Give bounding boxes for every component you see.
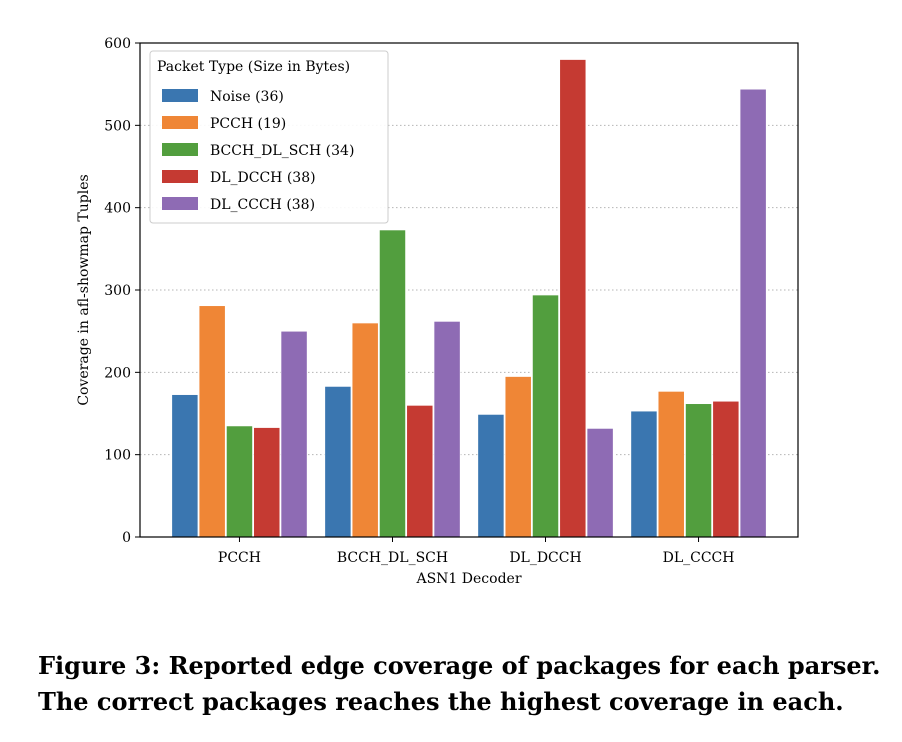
y-tick-label: 500 bbox=[104, 118, 131, 134]
bar-dl-dcch-series-2 bbox=[531, 294, 560, 538]
bar-dl-dcch-series-0 bbox=[477, 413, 505, 538]
legend: Packet Type (Size in Bytes) Noise (36) PC… bbox=[149, 50, 389, 224]
figure-caption: Figure 3: Reported edge coverage of pack… bbox=[38, 648, 888, 720]
legend-entry: DL_CCCH (38) bbox=[210, 197, 315, 213]
bar-dl-ccch-series-3 bbox=[712, 400, 740, 538]
y-tick-label: 400 bbox=[104, 201, 131, 217]
bar-pcch-series-3 bbox=[253, 427, 281, 538]
bars bbox=[171, 59, 767, 538]
caption-line-1: Figure 3: Reported edge coverage of pack… bbox=[38, 651, 881, 680]
bar-dl-dcch-series-3 bbox=[559, 59, 587, 538]
bar-pcch-series-1 bbox=[198, 305, 226, 538]
y-tick-label: 100 bbox=[104, 448, 131, 464]
legend-swatch bbox=[162, 197, 198, 210]
legend-entry: BCCH_DL_SCH (34) bbox=[210, 143, 354, 159]
bar-pcch-series-2 bbox=[225, 425, 254, 538]
bar-dl-dcch-series-4 bbox=[586, 427, 614, 538]
legend-entry: PCCH (19) bbox=[210, 116, 286, 132]
caption-line-2: The correct packages reaches the highest… bbox=[38, 687, 844, 716]
x-tick-label: DL_CCCH bbox=[663, 550, 735, 566]
bar-bcch-dl-sch-series-4 bbox=[433, 320, 461, 538]
x-axis-label: ASN1 Decoder bbox=[415, 571, 521, 587]
bar-dl-ccch-series-4 bbox=[739, 88, 767, 538]
bar-bcch-dl-sch-series-3 bbox=[406, 404, 434, 538]
bar-dl-ccch-series-0 bbox=[630, 410, 658, 538]
legend-swatch bbox=[162, 170, 198, 183]
bar-pcch-series-4 bbox=[280, 330, 308, 538]
legend-entry: Noise (36) bbox=[210, 89, 284, 105]
x-tick-label: DL_DCCH bbox=[509, 550, 581, 566]
bar-dl-ccch-series-1 bbox=[657, 390, 685, 538]
legend-box bbox=[149, 50, 389, 224]
bar-pcch-series-0 bbox=[171, 394, 199, 538]
x-tick-label: PCCH bbox=[218, 550, 261, 566]
y-axis-label: Coverage in afl-showmap Tuples bbox=[76, 174, 92, 405]
y-tick-label: 300 bbox=[104, 283, 131, 299]
x-axis-ticks: PCCH BCCH_DL_SCH DL_DCCH DL_CCCH bbox=[218, 537, 735, 566]
legend-items: Noise (36) PCCH (19) BCCH_DL_SCH (34) DL_DC… bbox=[162, 89, 354, 213]
legend-swatch bbox=[162, 116, 198, 129]
y-axis-ticks: 0 100 200 300 400 500 600 bbox=[104, 36, 140, 546]
y-tick-label: 200 bbox=[104, 365, 131, 381]
bar-bcch-dl-sch-series-1 bbox=[351, 322, 379, 538]
bar-dl-dcch-series-1 bbox=[504, 376, 532, 538]
x-tick-label: BCCH_DL_SCH bbox=[337, 550, 448, 566]
legend-swatch bbox=[162, 143, 198, 156]
y-tick-label: 600 bbox=[104, 36, 131, 52]
bar-bcch-dl-sch-series-2 bbox=[378, 229, 407, 538]
y-tick-label: 0 bbox=[122, 530, 131, 546]
bar-dl-ccch-series-2 bbox=[684, 403, 713, 538]
legend-entry: DL_DCCH (38) bbox=[210, 170, 316, 186]
legend-swatch bbox=[162, 89, 198, 102]
bar-bcch-dl-sch-series-0 bbox=[324, 385, 352, 538]
legend-title: Packet Type (Size in Bytes) bbox=[157, 59, 350, 75]
bar-chart: 0 100 200 300 400 500 600 PCCH BCCH_DL_SCH DL_DC… bbox=[76, 36, 799, 587]
